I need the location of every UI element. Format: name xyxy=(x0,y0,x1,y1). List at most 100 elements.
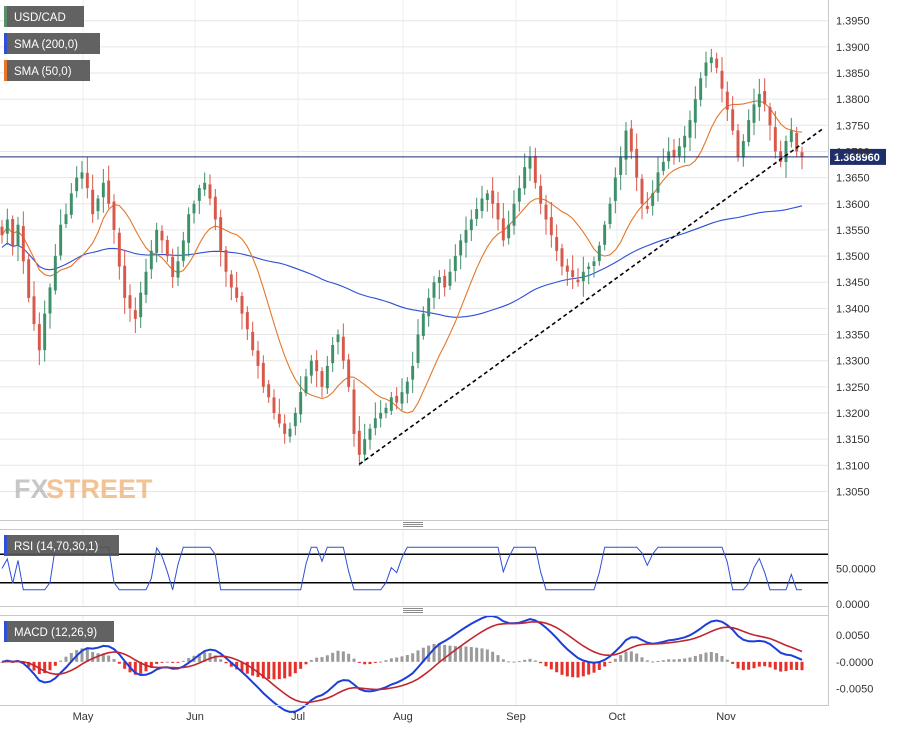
rsi-path xyxy=(1,546,802,591)
macd-histogram-bar xyxy=(688,657,692,662)
price-panel xyxy=(0,0,828,520)
candle-body xyxy=(235,287,239,298)
legend-item[interactable]: SMA (50,0) xyxy=(4,60,90,81)
macd-histogram-bar xyxy=(133,661,137,675)
macd-histogram-bar xyxy=(267,661,271,680)
macd-histogram-bar xyxy=(245,661,249,674)
legend-item[interactable]: MACD (12,26,9) xyxy=(4,621,114,642)
candle-body xyxy=(587,266,591,270)
candle-body xyxy=(213,196,217,220)
pane-divider-1[interactable] xyxy=(0,520,828,530)
macd-histogram-bar xyxy=(59,660,63,662)
macd-histogram-bar xyxy=(773,661,777,670)
macd-histogram-bar xyxy=(149,661,153,668)
month-tick-label: Oct xyxy=(608,711,625,723)
candle-body xyxy=(91,189,95,215)
macd-histogram-bar xyxy=(581,661,585,677)
macd-histogram-bar xyxy=(523,659,527,662)
macd-histogram-bar xyxy=(309,659,313,662)
candle-body xyxy=(501,218,505,241)
legend-label: USD/CAD xyxy=(14,12,66,24)
legend-item[interactable]: SMA (200,0) xyxy=(4,33,100,54)
candle-body xyxy=(75,177,79,192)
macd-histogram-bar xyxy=(171,661,175,663)
grid-layer xyxy=(0,0,828,705)
watermark-fx: FX xyxy=(14,474,49,504)
candle-body xyxy=(645,205,649,209)
macd-histogram-bar xyxy=(709,652,713,662)
legend-color-swatch xyxy=(4,33,7,54)
candle-body xyxy=(139,292,143,318)
candle-body xyxy=(320,371,324,387)
candle-body xyxy=(619,156,623,176)
candle-body xyxy=(640,178,644,204)
sma50-line xyxy=(1,100,803,414)
candle-body xyxy=(448,271,452,286)
macd-histogram-bar xyxy=(27,661,31,667)
candle-body xyxy=(656,172,660,193)
macd-histogram-bar xyxy=(789,661,793,670)
candle-body xyxy=(16,224,20,246)
macd-histogram-bar xyxy=(208,653,212,662)
candle-body xyxy=(768,107,772,126)
legend-item[interactable]: USD/CAD xyxy=(4,6,84,27)
candle-body xyxy=(389,397,393,411)
candle-body xyxy=(603,224,607,245)
macd-histogram-bar xyxy=(459,646,463,662)
candle-body xyxy=(176,261,180,278)
macd-histogram-bar xyxy=(43,661,47,674)
macd-histogram-bar xyxy=(299,661,303,669)
macd-histogram-bar xyxy=(592,661,596,673)
macd-histogram-bar xyxy=(501,659,505,662)
macd-histogram-bar xyxy=(629,651,633,662)
candle-body xyxy=(507,224,511,239)
candle-body xyxy=(21,226,25,262)
macd-histogram-bar xyxy=(800,661,804,671)
macd-histogram-bar xyxy=(672,659,676,662)
macd-histogram-bar xyxy=(48,661,52,671)
macd-histogram-bar xyxy=(549,661,553,670)
candle-body xyxy=(533,156,537,183)
candle-body xyxy=(475,209,479,219)
macd-histogram-bar xyxy=(240,661,244,672)
candle-body xyxy=(373,418,377,429)
macd-histogram-bar xyxy=(352,658,356,662)
watermark-street: STREET xyxy=(46,474,153,504)
macd-histogram-bar xyxy=(331,652,335,662)
candle-body xyxy=(720,70,724,89)
candle-body xyxy=(704,62,708,76)
macd-histogram-bar xyxy=(661,660,665,662)
macd-histogram-bar xyxy=(651,661,655,663)
candle-body xyxy=(240,295,244,314)
macd-histogram-bar xyxy=(603,661,607,667)
last-price-label: 1.368960 xyxy=(834,152,880,164)
macd-histogram-bar xyxy=(32,661,36,671)
macd-histogram-bar xyxy=(347,653,351,662)
macd-histogram-bar xyxy=(229,661,233,667)
macd-histogram-bar xyxy=(155,661,159,664)
macd-histogram-bar xyxy=(341,651,345,662)
candle-body xyxy=(181,240,185,261)
candle-body xyxy=(800,152,804,157)
macd-histogram-bar xyxy=(597,661,601,670)
price-tick-label: 1.3100 xyxy=(836,460,870,472)
macd-tick-label: 0.0050 xyxy=(836,630,870,642)
candle-body xyxy=(11,219,15,246)
candle-body xyxy=(416,334,420,363)
price-tick-label: 1.3550 xyxy=(836,225,870,237)
candle-body xyxy=(395,395,399,403)
candle-body xyxy=(581,271,585,282)
macd-histogram-bar xyxy=(693,655,697,662)
macd-histogram-bar xyxy=(288,661,292,677)
sma50-path xyxy=(1,100,803,414)
macd-histogram-bar xyxy=(571,661,575,678)
pane-divider-2[interactable] xyxy=(0,606,828,616)
macd-histogram-bar xyxy=(187,658,191,662)
candle-body xyxy=(688,120,692,138)
candle-body xyxy=(795,133,799,152)
candle-body xyxy=(677,146,681,157)
legend-item[interactable]: RSI (14,70,30,1) xyxy=(4,535,119,556)
macd-histogram-bar xyxy=(763,661,767,667)
candle-body xyxy=(64,214,68,224)
